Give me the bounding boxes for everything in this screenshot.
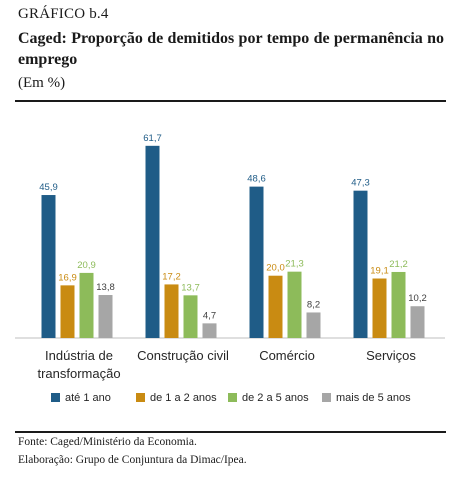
legend-swatch-4 <box>322 393 331 402</box>
legend-swatch-2 <box>136 393 145 402</box>
data-label-4-3: 21,2 <box>389 259 408 270</box>
figure-subtitle: (Em %) <box>18 75 66 91</box>
bottom-rule <box>15 431 446 433</box>
data-label-1-1: 45,9 <box>39 182 58 193</box>
legend-label-2: de 1 a 2 anos <box>150 392 217 404</box>
top-rule <box>15 100 446 102</box>
bar-4-4 <box>410 306 425 338</box>
bar-4-1 <box>353 190 368 338</box>
bar-4-2 <box>372 278 387 338</box>
bar-1-4 <box>98 295 113 338</box>
category-label-3: Comércio <box>259 348 315 363</box>
figure-label: GRÁFICO b.4 <box>18 6 109 22</box>
data-label-3-3: 21,3 <box>285 259 304 270</box>
data-label-4-4: 10,2 <box>408 293 427 304</box>
elaboration-note: Elaboração: Grupo de Conjuntura da Dimac… <box>18 454 247 466</box>
bar-3-2 <box>268 275 283 338</box>
bar-1-1 <box>41 195 56 338</box>
category-label-2: Construção civil <box>137 348 229 363</box>
data-label-2-1: 61,7 <box>143 133 162 144</box>
data-label-3-2: 20,0 <box>266 263 285 274</box>
data-label-4-1: 47,3 <box>351 178 370 189</box>
category-label-4: Serviços <box>366 348 416 363</box>
legend-swatch-3 <box>228 393 237 402</box>
data-label-3-4: 8,2 <box>307 299 320 310</box>
data-label-2-3: 13,7 <box>181 282 200 293</box>
category-label-1-line-1: Indústria de <box>45 348 113 363</box>
figure-title: Caged: Proporção de demitidos por tempo … <box>18 30 444 68</box>
bar-4-3 <box>391 271 406 338</box>
bar-2-2 <box>164 284 179 338</box>
bar-2-1 <box>145 145 160 338</box>
data-label-2-2: 17,2 <box>162 271 181 282</box>
category-label-1-line-2: transformação <box>37 366 120 381</box>
data-label-1-3: 20,9 <box>77 260 96 271</box>
bar-3-3 <box>287 271 302 338</box>
data-label-1-4: 13,8 <box>96 282 115 293</box>
source-note: Fonte: Caged/Ministério da Economia. <box>18 436 197 448</box>
data-label-1-2: 16,9 <box>58 272 77 283</box>
bar-3-1 <box>249 186 264 338</box>
bar-1-2 <box>60 285 75 338</box>
data-label-3-1: 48,6 <box>247 174 266 185</box>
bar-2-4 <box>202 323 217 338</box>
data-label-4-2: 19,1 <box>370 266 389 277</box>
data-label-2-4: 4,7 <box>203 310 216 321</box>
bar-3-4 <box>306 312 321 338</box>
legend-label-3: de 2 a 5 anos <box>242 392 309 404</box>
legend-swatch-1 <box>51 393 60 402</box>
bar-chart: 45,9 16,920,913,8 Indústria de transformaçã… <box>15 133 445 404</box>
bar-1-3 <box>79 272 94 338</box>
legend-label-1: até 1 ano <box>65 392 111 404</box>
bar-2-3 <box>183 295 198 338</box>
legend-label-4: mais de 5 anos <box>336 392 411 404</box>
